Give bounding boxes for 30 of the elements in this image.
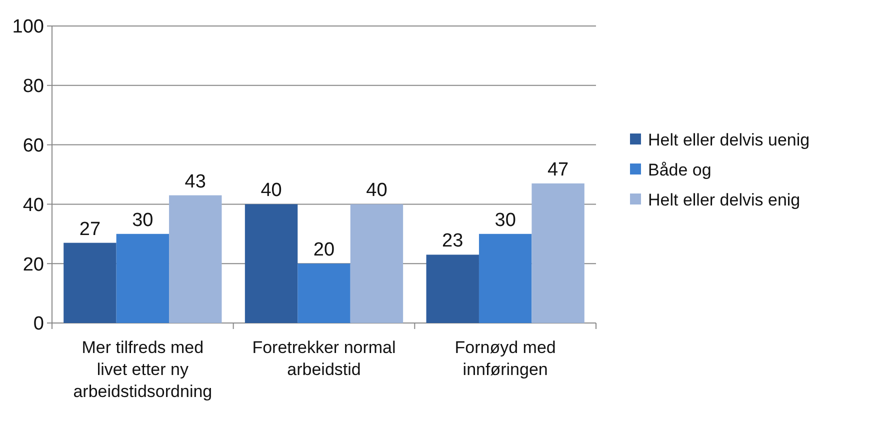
bar xyxy=(169,195,222,323)
bar xyxy=(298,264,350,323)
bar xyxy=(426,254,479,323)
bar xyxy=(116,234,170,323)
data-label: 27 xyxy=(79,218,101,240)
data-label: 23 xyxy=(442,230,464,252)
x-tick-label: Foretrekker normal arbeidstid xyxy=(252,338,396,379)
y-tick-label: 20 xyxy=(22,254,44,276)
bar xyxy=(532,183,584,323)
bar xyxy=(244,204,298,323)
data-label: 40 xyxy=(260,180,282,202)
y-tick-label: 100 xyxy=(12,16,44,38)
bar xyxy=(64,242,116,323)
data-label: 30 xyxy=(494,210,516,231)
y-tick-label: 40 xyxy=(22,194,44,216)
legend-label: Helt eller delvis uenig xyxy=(648,130,810,150)
data-label: 30 xyxy=(132,210,154,231)
data-label: 43 xyxy=(184,171,206,192)
data-label: 20 xyxy=(313,240,335,261)
legend-label: Helt eller delvis enig xyxy=(648,190,800,210)
bar xyxy=(350,204,404,323)
data-label: 40 xyxy=(366,180,388,202)
y-tick-label: 80 xyxy=(22,76,44,98)
x-tick-label: Fornøyd med innføringen xyxy=(454,338,556,379)
x-tick-label: Mer tilfreds med livet etter ny arbeidstidsordning xyxy=(73,338,212,401)
y-tick-label: 0 xyxy=(33,314,44,335)
legend-label: Både og xyxy=(648,160,712,180)
bar xyxy=(478,234,532,323)
data-label: 47 xyxy=(547,159,569,180)
y-tick-label: 60 xyxy=(22,135,44,156)
